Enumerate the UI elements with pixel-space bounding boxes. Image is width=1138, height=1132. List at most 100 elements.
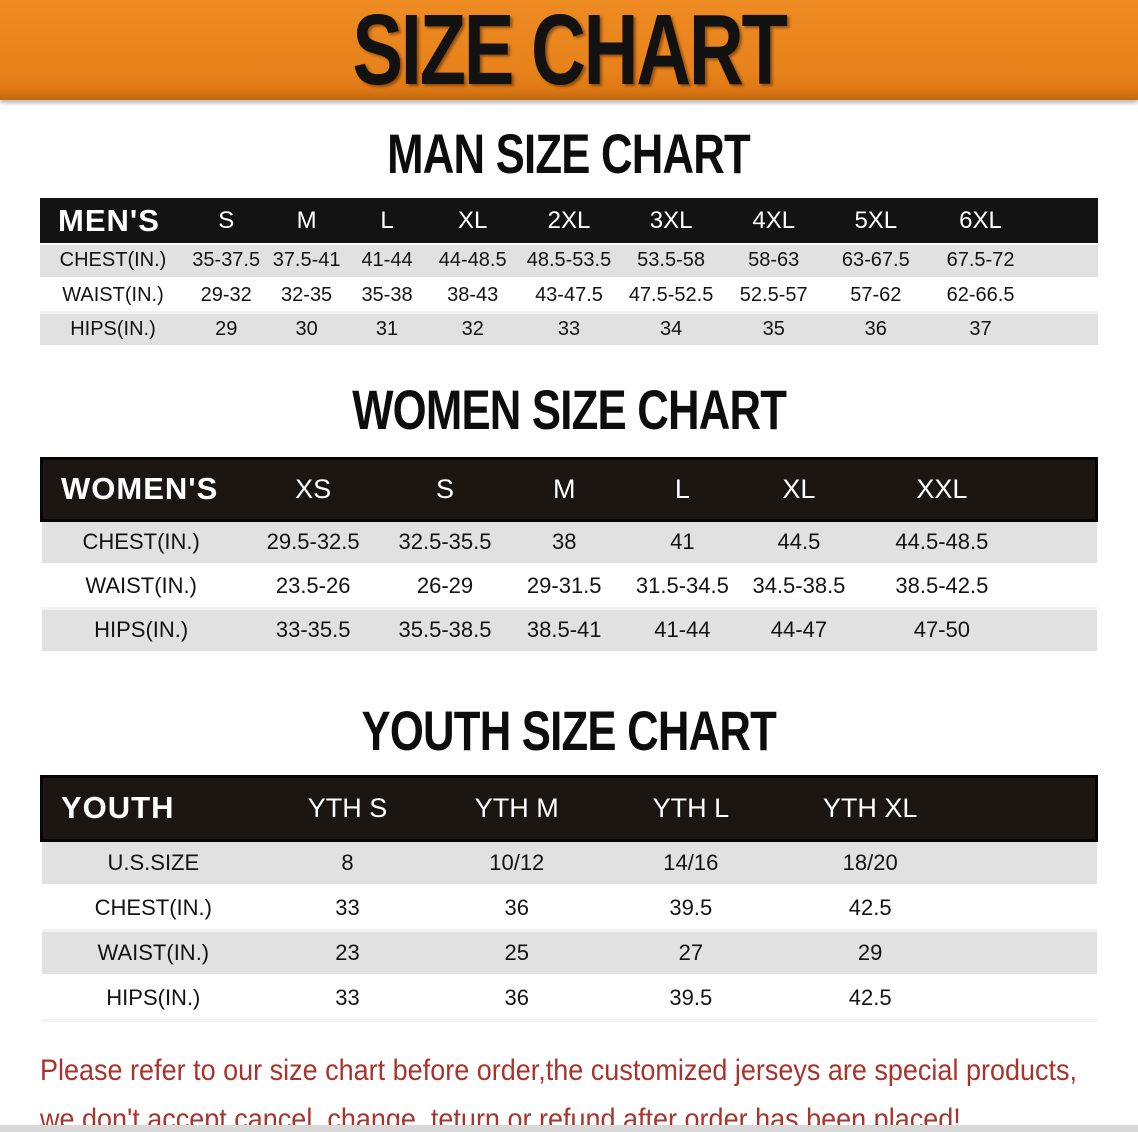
value-cell: 39.5 [603, 975, 778, 1022]
disclaimer-line-1: Please refer to our size chart before or… [40, 1053, 1078, 1087]
men-size-chart-title: MAN SIZE CHART [387, 122, 752, 185]
youth-size-header: YTH S [265, 774, 430, 842]
value-cell: 37.5-41 [266, 243, 347, 280]
men-size-header: S [186, 198, 267, 244]
women-size-header: S [385, 456, 505, 522]
value-cell: 36 [429, 885, 604, 932]
value-cell: 32 [427, 312, 519, 348]
value-cell: 34.5-38.5 [740, 564, 857, 610]
women-size-table: WOMEN'S XS S M L XL XXL CHEST(IN.) 29.5-32.5 32.5… [39, 456, 1098, 654]
row-filler [962, 839, 1097, 887]
value-cell: 47.5-52.5 [619, 278, 723, 314]
youth-row-hips-in: HIPS(IN.) 33 36 39.5 42.5 [41, 975, 1097, 1022]
section-title-wrap-women: WOMEN SIZE CHART [0, 377, 1138, 441]
men-size-header: 4XL [722, 198, 826, 244]
row-filler [962, 885, 1097, 932]
men-size-header: L [346, 198, 428, 244]
value-cell: 29.5-32.5 [240, 519, 386, 566]
section-men: MAN SIZE CHART MEN'S S M L XL 2XL 3XL 4XL 5XL 6XL C… [0, 126, 1138, 348]
youth-header-row: YOUTH YTH S YTH M YTH L YTH XL [40, 774, 1099, 842]
value-cell: 44.5 [740, 519, 857, 566]
value-cell: 42.5 [777, 885, 963, 932]
value-cell: 36 [429, 975, 604, 1022]
youth-size-table: YOUTH YTH S YTH M YTH L YTH XL U.S.SIZE 8 10/12… [40, 774, 1099, 1022]
value-cell: 43-47.5 [518, 278, 620, 314]
row-label: HIPS(IN.) [41, 975, 266, 1022]
value-cell: 58-63 [722, 243, 826, 280]
row-filler [1034, 278, 1098, 314]
banner: SIZE CHART [0, 0, 1138, 100]
men-row-waist-in: WAIST(IN.) 29-32 32-35 35-38 38-43 43-47.5 47.… [40, 278, 1098, 314]
value-cell: 10/12 [429, 839, 604, 887]
women-size-header: XXL [856, 456, 1027, 522]
value-cell: 32-35 [266, 278, 347, 314]
value-cell: 27 [603, 930, 778, 977]
value-cell: 37 [926, 312, 1035, 348]
value-cell: 44-47 [740, 608, 857, 654]
value-cell: 62-66.5 [926, 278, 1035, 314]
men-header-filler [1034, 198, 1098, 244]
women-row-hips-in: HIPS(IN.) 33-35.5 35.5-38.5 38.5-41 41-44 44-… [41, 608, 1097, 654]
youth-row-u-s-size: U.S.SIZE 8 10/12 14/16 18/20 [41, 839, 1097, 887]
value-cell: 38 [504, 519, 624, 566]
men-size-header: 6XL [926, 198, 1035, 244]
value-cell: 38.5-42.5 [856, 564, 1027, 610]
size-chart-sections: MAN SIZE CHART MEN'S S M L XL 2XL 3XL 4XL 5XL 6XL C… [0, 126, 1138, 1022]
value-cell: 14/16 [603, 839, 778, 887]
value-cell: 36 [825, 312, 927, 348]
row-label: U.S.SIZE [41, 839, 266, 887]
section-youth: YOUTH SIZE CHART YOUTH YTH S YTH M YTH L YTH … [0, 702, 1138, 1022]
value-cell: 63-67.5 [825, 243, 927, 280]
value-cell: 8 [265, 839, 430, 887]
men-size-header: 3XL [619, 198, 723, 244]
women-size-header: XS [240, 456, 386, 522]
men-size-header: 2XL [518, 198, 620, 244]
row-filler [1026, 608, 1097, 654]
value-cell: 29 [186, 312, 267, 348]
section-title-wrap-youth: YOUTH SIZE CHART [0, 702, 1138, 759]
value-cell: 31 [346, 312, 428, 348]
value-cell: 35-38 [346, 278, 428, 314]
value-cell: 41-44 [623, 608, 741, 654]
value-cell: 34 [619, 312, 723, 348]
value-cell: 42.5 [777, 975, 963, 1022]
banner-title: SIZE CHART [352, 0, 787, 106]
value-cell: 53.5-58 [619, 243, 723, 280]
women-group-label: WOMEN'S [39, 456, 241, 522]
row-label: CHEST(IN.) [41, 519, 241, 566]
youth-size-header: YTH L [603, 774, 778, 842]
value-cell: 38-43 [427, 278, 519, 314]
men-size-header: M [266, 198, 347, 244]
men-row-chest-in: CHEST(IN.) 35-37.5 37.5-41 41-44 44-48.5 48.5… [40, 243, 1098, 280]
women-size-header: L [623, 456, 741, 522]
row-label: CHEST(IN.) [41, 885, 266, 932]
value-cell: 35-37.5 [186, 243, 267, 280]
value-cell: 57-62 [825, 278, 927, 314]
women-row-chest-in: CHEST(IN.) 29.5-32.5 32.5-35.5 38 41 44.5 44.5… [41, 519, 1097, 566]
value-cell: 33 [265, 975, 430, 1022]
value-cell: 47-50 [856, 608, 1027, 654]
value-cell: 44.5-48.5 [856, 519, 1027, 566]
value-cell: 52.5-57 [722, 278, 826, 314]
value-cell: 35.5-38.5 [385, 608, 505, 654]
women-row-waist-in: WAIST(IN.) 23.5-26 26-29 29-31.5 31.5-34.5 34… [41, 564, 1097, 610]
value-cell: 44-48.5 [427, 243, 519, 280]
row-filler [962, 930, 1097, 977]
row-filler [1026, 519, 1097, 566]
youth-row-chest-in: CHEST(IN.) 33 36 39.5 42.5 [41, 885, 1097, 932]
women-size-chart-title: WOMEN SIZE CHART [351, 377, 787, 441]
row-filler [1034, 312, 1098, 348]
value-cell: 23.5-26 [240, 564, 386, 610]
men-group-label: MEN'S [40, 198, 186, 244]
section-women: WOMEN SIZE CHART WOMEN'S XS S M L XL XXL CHEST(I… [0, 377, 1138, 654]
youth-row-waist-in: WAIST(IN.) 23 25 27 29 [41, 930, 1097, 977]
row-label: WAIST(IN.) [41, 930, 266, 977]
value-cell: 33-35.5 [240, 608, 386, 654]
value-cell: 26-29 [385, 564, 505, 610]
value-cell: 31.5-34.5 [623, 564, 741, 610]
youth-header-filler [962, 774, 1099, 842]
men-size-table: MEN'S S M L XL 2XL 3XL 4XL 5XL 6XL CHEST(IN.) 35-37… [40, 198, 1098, 348]
row-label: CHEST(IN.) [40, 243, 186, 280]
women-size-header: XL [740, 456, 857, 522]
row-label: HIPS(IN.) [40, 312, 186, 348]
